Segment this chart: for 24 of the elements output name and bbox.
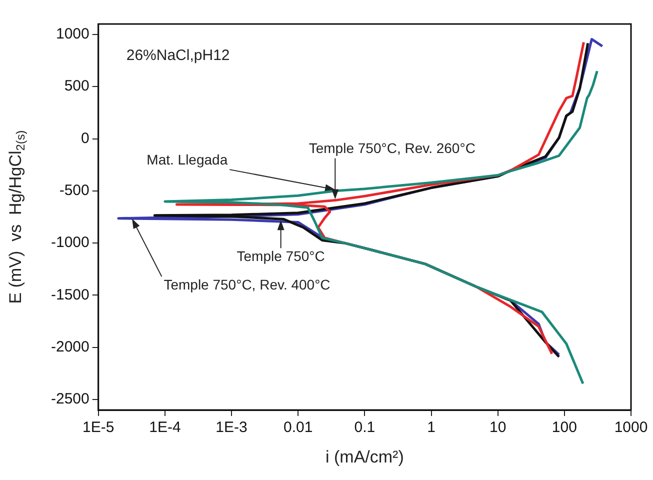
y-tick-label: -1000 (50, 234, 90, 252)
annotation: 26%NaCl,pH12 (126, 47, 230, 64)
x-tick-label: 1E-5 (82, 419, 114, 436)
y-tick-label: -2000 (50, 338, 90, 356)
x-tick-label: 1E-4 (149, 419, 181, 436)
x-tick-label: 10 (489, 419, 506, 436)
annotation: Temple 750°C, Rev. 400°C (164, 276, 330, 292)
y-tick-label: -1500 (50, 286, 90, 304)
x-tick-label: 0.1 (354, 419, 376, 436)
x-tick-label: 1 (427, 419, 436, 436)
x-axis-title: i (mA/cm²) (326, 448, 404, 467)
x-tick-label: 0.01 (284, 419, 313, 436)
x-tick-label: 1000 (614, 419, 648, 436)
annotation: Temple 750°C (236, 248, 325, 264)
y-axis-title: E (mV) vs Hg/HgCl2(s) (6, 130, 28, 304)
x-tick-label: 1E-3 (216, 419, 248, 436)
annotation: Mat. Llegada (146, 151, 228, 168)
y-tick-label: 1000 (56, 26, 90, 43)
y-tick-label: -2500 (50, 390, 90, 408)
x-tick-label: 100 (552, 419, 577, 436)
y-tick-label: 0 (81, 130, 90, 147)
y-tick-label: 500 (64, 78, 90, 95)
y-tick-label: -500 (59, 182, 90, 200)
annotation: Temple 750°C, Rev. 260°C (308, 140, 476, 156)
